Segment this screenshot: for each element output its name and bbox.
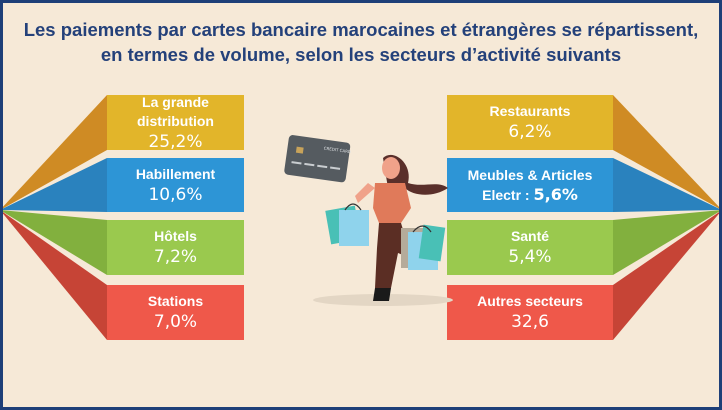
sector-card-stations: Stations 7,0% — [107, 285, 244, 340]
sector-card-hotels: Hôtels 7,2% — [107, 220, 244, 275]
svg-text:CREDIT CARD: CREDIT CARD — [323, 145, 351, 154]
page-title: Les paiements par cartes bancaire maroca… — [3, 17, 719, 67]
woman-shopping-illustration-icon: CREDIT CARD — [284, 135, 453, 306]
sector-card-grande-distribution: La grande distribution 25,2% — [107, 94, 244, 152]
title-line-1: Les paiements par cartes bancaire maroca… — [23, 19, 699, 40]
fan-decoration — [3, 95, 719, 340]
sector-card-meubles-articles: Meubles & Articles Electr : 5,6% — [447, 158, 613, 212]
sector-card-autres-secteurs: Autres secteurs 32,6 — [447, 285, 613, 340]
sector-card-sante: Santé 5,4% — [447, 220, 613, 275]
credit-card-icon: CREDIT CARD — [284, 135, 351, 183]
sector-card-restaurants: Restaurants 6,2% — [447, 95, 613, 150]
title-line-2: en termes de volume, selon les secteurs … — [100, 44, 622, 65]
sector-card-habillement: Habillement 10,6% — [107, 158, 244, 212]
